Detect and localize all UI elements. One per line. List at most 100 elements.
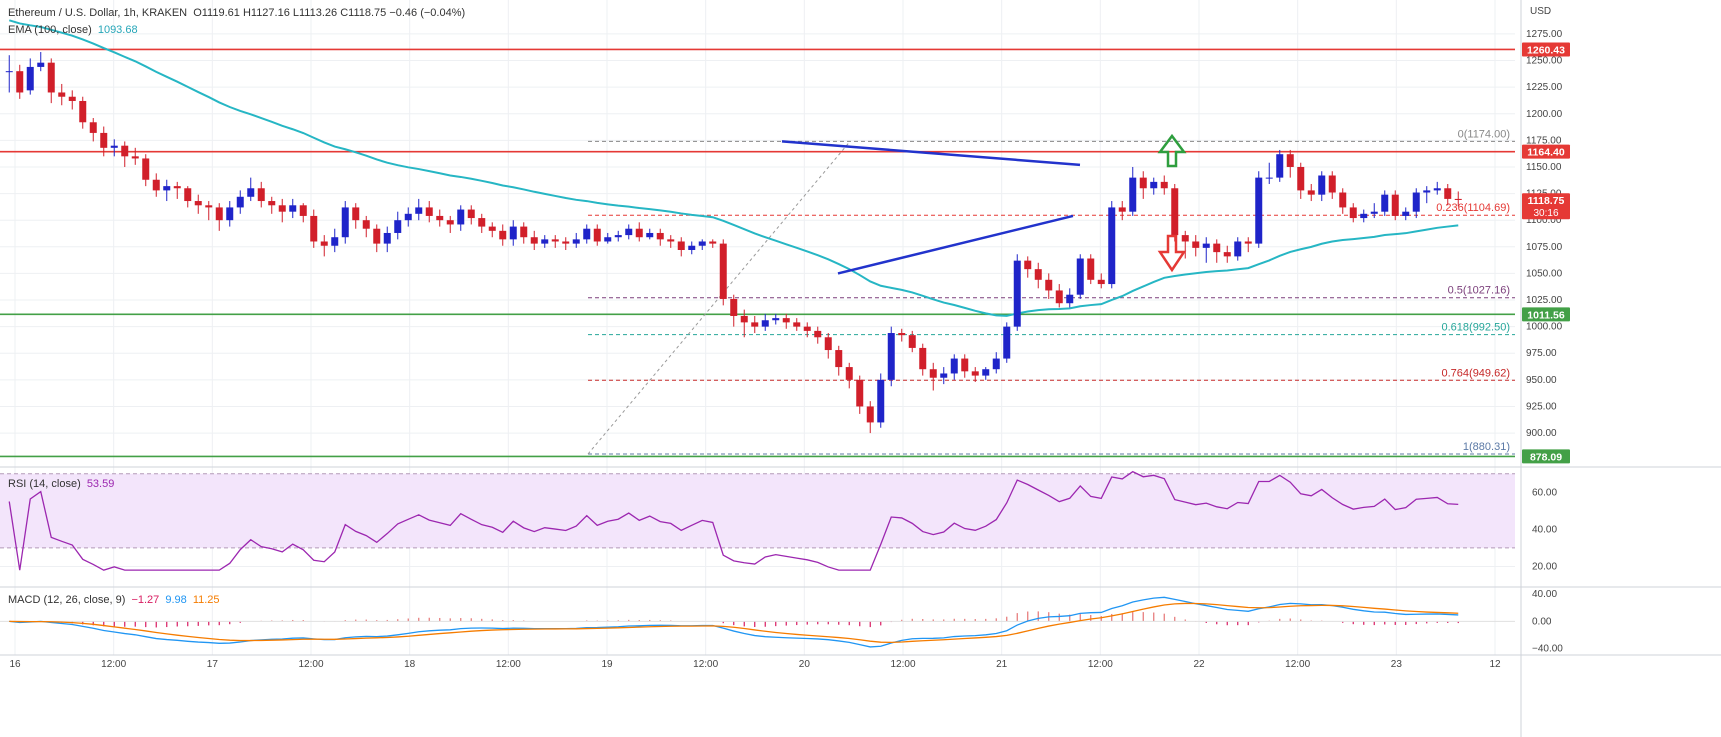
macd-hist-value: −1.27 — [131, 594, 160, 606]
candle-body — [1213, 243, 1221, 253]
candle-body — [131, 156, 139, 159]
candlestick-series — [5, 52, 1462, 434]
candle-body — [646, 232, 654, 238]
time-tick-label: 12:00 — [1285, 659, 1310, 670]
candle-body — [1202, 243, 1210, 248]
time-tick-label: 12:00 — [890, 659, 915, 670]
candle-body — [1003, 326, 1011, 359]
symbol-title: Ethereum / U.S. Dollar, 1h, KRAKEN — [8, 7, 188, 19]
candle-body — [604, 237, 612, 242]
candle-body — [5, 71, 13, 73]
fib-level-label: 0(1174.00) — [1458, 128, 1510, 140]
price-tick-label: 925.00 — [1526, 401, 1557, 412]
candle-body — [1234, 241, 1242, 257]
candle-body — [709, 241, 717, 244]
candle-body — [1286, 154, 1294, 167]
candle-body — [457, 209, 465, 225]
candle-body — [866, 406, 874, 423]
candle-body — [961, 358, 969, 372]
candle-body — [719, 243, 727, 299]
macd-tick-label: 0.00 — [1532, 616, 1552, 627]
time-tick-label: 12 — [1489, 659, 1501, 670]
candle-body — [1076, 258, 1084, 295]
fib-level-label: 0.236(1104.69) — [1436, 202, 1510, 214]
candle-body — [173, 186, 181, 189]
time-tick-label: 22 — [1193, 659, 1205, 670]
candle-body — [247, 188, 255, 197]
candle-body — [1297, 166, 1305, 191]
candle-body — [1255, 177, 1263, 244]
fib-level-label: 1(880.31) — [1463, 441, 1510, 453]
fib-trend-line — [587, 141, 851, 455]
time-tick-label: 12:00 — [101, 659, 126, 670]
rsi-panel — [8, 470, 1459, 571]
candle-body — [782, 318, 790, 323]
candle-body — [992, 358, 1000, 370]
candle-body — [1160, 181, 1168, 189]
candle-body — [509, 226, 517, 240]
price-tag-box — [1522, 449, 1570, 464]
candle-body — [352, 207, 360, 221]
time-tick-label: 19 — [601, 659, 613, 670]
candle-body — [163, 186, 171, 191]
time-tick-label: 12:00 — [1088, 659, 1113, 670]
candle-body — [1108, 207, 1116, 285]
price-tag-box — [1522, 307, 1570, 322]
price-tag-value: 1260.43 — [1527, 44, 1565, 56]
candle-body — [1244, 241, 1252, 244]
candle-body — [929, 369, 937, 378]
rsi-value: 53.59 — [86, 478, 115, 490]
candle-body — [541, 239, 549, 244]
candle-body — [625, 228, 633, 236]
rsi-line — [8, 470, 1459, 571]
candle-body — [950, 358, 958, 374]
candle-body — [1391, 194, 1399, 216]
candle-body — [772, 318, 780, 321]
candle-body — [215, 207, 223, 221]
candle-body — [1307, 190, 1315, 195]
candle-body — [667, 239, 675, 242]
time-tick-label: 12:00 — [693, 659, 718, 670]
candle-body — [572, 239, 580, 244]
macd-signal-value: 11.25 — [192, 594, 220, 606]
bar-countdown: 30:16 — [1533, 208, 1558, 219]
time-tick-label: 12:00 — [298, 659, 323, 670]
candle-body — [908, 335, 916, 348]
candle-body — [1013, 260, 1021, 327]
candle-body — [751, 322, 759, 327]
candle-body — [856, 379, 864, 407]
candle-body — [761, 320, 769, 327]
down-arrow-icon — [1157, 234, 1187, 273]
price-axis: 1275.00 1250.00 1225.00 1200.00 1175.00 1150.… — [1526, 6, 1563, 655]
candle-body — [425, 207, 433, 216]
candle-body — [194, 201, 202, 206]
price-tick-label: 1150.00 — [1526, 162, 1562, 173]
ema-100-line — [8, 19, 1459, 317]
candle-body — [89, 122, 97, 133]
candle-body — [37, 62, 45, 67]
candle-body — [740, 315, 748, 323]
candle-body — [488, 226, 496, 231]
candle-body — [824, 337, 832, 351]
candle-body — [614, 235, 622, 238]
candle-body — [289, 205, 297, 212]
candle-body — [47, 62, 55, 93]
time-tick-label: 20 — [799, 659, 811, 670]
candle-body — [520, 226, 528, 238]
candle-body — [268, 201, 276, 206]
candle-body — [320, 241, 328, 246]
candle-body — [793, 322, 801, 327]
candle-body — [383, 232, 391, 244]
candle-body — [257, 188, 265, 202]
candle-body — [677, 241, 685, 250]
candle-body — [1192, 241, 1200, 248]
candle-body — [1097, 279, 1105, 285]
macd-panel — [0, 596, 1515, 648]
candle-body — [79, 100, 87, 123]
macd-tick-label: −40.00 — [1532, 644, 1563, 655]
candle-body — [835, 350, 843, 368]
candle-body — [971, 371, 979, 376]
candle-body — [236, 196, 244, 208]
